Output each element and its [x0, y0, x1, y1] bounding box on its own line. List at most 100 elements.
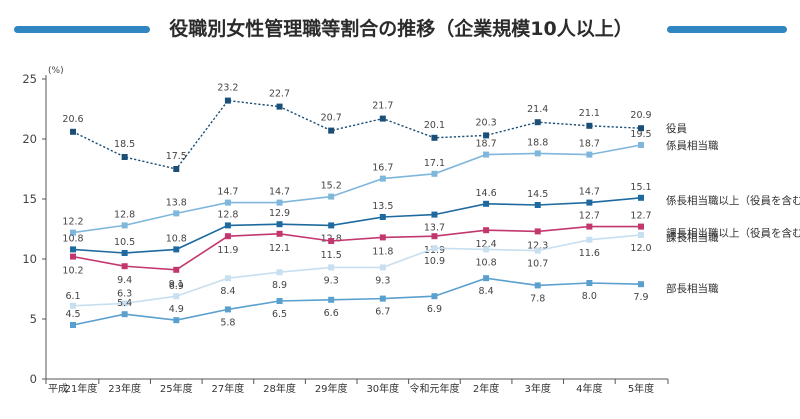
data-label: 13.5 — [372, 201, 393, 212]
data-point — [121, 222, 128, 229]
data-point — [70, 253, 76, 260]
data-label: 8.4 — [479, 286, 494, 297]
title-bar-left — [14, 26, 150, 33]
data-label: 12.7 — [630, 211, 651, 222]
series-name-label: 係長相当職以上（役員を含む） — [666, 194, 800, 207]
data-label: 9.4 — [117, 275, 132, 286]
data-point — [483, 151, 490, 158]
data-point — [483, 275, 490, 282]
data-label: 18.7 — [476, 139, 497, 150]
data-label: 12.7 — [579, 211, 600, 222]
x-tick-label: 25年度 — [160, 382, 193, 395]
data-label: 6.5 — [272, 309, 287, 320]
series-line-3 — [72, 225, 641, 271]
series-layer: 20.6 18.5 17.5 23.2 22.7 20.7 21.7 20.1 20.3 21.4… — [62, 83, 800, 329]
data-point — [483, 132, 490, 139]
data-label: 7.9 — [633, 292, 648, 303]
data-point — [121, 263, 128, 270]
y-axis-unit: (%) — [48, 66, 64, 76]
series-line-2 — [72, 197, 642, 254]
data-label: 18.7 — [579, 139, 600, 150]
data-label: 20.9 — [630, 110, 651, 121]
data-label: 11.9 — [217, 245, 238, 256]
data-label: 9.3 — [375, 275, 390, 286]
data-point — [224, 275, 231, 282]
series-name-label: 部長相当職 — [666, 282, 719, 295]
data-label: 11.5 — [321, 250, 342, 261]
data-point — [483, 200, 490, 207]
series-line-1 — [72, 144, 642, 234]
data-point — [431, 134, 438, 141]
data-label: 14.7 — [217, 187, 238, 198]
data-label: 14.7 — [579, 187, 600, 198]
data-label: 12.2 — [62, 217, 83, 228]
data-point — [431, 245, 438, 252]
data-point — [276, 221, 283, 228]
data-point — [70, 229, 76, 236]
data-point — [586, 280, 593, 286]
data-point — [431, 211, 438, 218]
data-label: 17.1 — [424, 158, 445, 169]
data-point — [224, 233, 231, 240]
data-point — [328, 222, 335, 229]
data-point — [534, 119, 541, 126]
x-tick-label: 21年度 — [65, 382, 98, 395]
data-point — [121, 311, 128, 318]
data-point — [586, 199, 593, 206]
data-label: 12.9 — [269, 208, 290, 219]
data-point — [483, 246, 490, 253]
data-label: 10.7 — [527, 259, 548, 270]
data-label: 14.5 — [527, 189, 548, 200]
series-name-label: 課長相当職 — [666, 231, 719, 244]
y-tick-label: 5 — [30, 312, 37, 326]
data-point — [431, 233, 438, 240]
data-point — [276, 269, 283, 276]
data-point — [586, 236, 593, 243]
data-point — [328, 193, 335, 200]
data-point — [276, 199, 283, 206]
chart-title: 役職別女性管理職等割合の推移（企業規模10人以上） — [169, 17, 632, 40]
y-tick-label: 25 — [22, 72, 37, 86]
data-point — [173, 246, 180, 253]
data-point — [70, 246, 76, 253]
data-label: 5.8 — [220, 317, 235, 328]
x-tick-label: 5年度 — [628, 382, 654, 395]
data-label: 10.5 — [114, 237, 135, 248]
data-point — [173, 266, 180, 273]
data-label: 20.1 — [424, 120, 445, 131]
data-point — [328, 238, 335, 244]
data-point — [379, 295, 386, 302]
data-point — [70, 302, 76, 309]
data-label: 17.5 — [166, 151, 187, 162]
data-label: 10.2 — [62, 266, 83, 277]
data-point — [121, 250, 128, 256]
data-label: 12.8 — [217, 209, 238, 220]
data-label: 18.5 — [114, 139, 135, 150]
data-point — [638, 142, 644, 148]
data-point — [121, 300, 128, 307]
y-tick-label: 10 — [22, 252, 37, 266]
data-point — [638, 223, 644, 230]
data-point — [173, 317, 180, 324]
data-point — [173, 210, 180, 217]
x-tick-label: 29年度 — [315, 382, 348, 395]
data-label: 6.9 — [427, 304, 442, 315]
data-point — [431, 293, 438, 300]
data-label: 12.3 — [527, 240, 548, 251]
data-point — [224, 199, 231, 206]
data-label: 10.8 — [476, 257, 497, 268]
x-tick-label: 令和元年度 — [409, 382, 459, 395]
data-label: 5.4 — [117, 298, 132, 309]
data-label: 23.2 — [217, 83, 238, 94]
data-point — [173, 166, 180, 172]
data-point — [224, 97, 231, 104]
data-label: 11.6 — [579, 248, 600, 259]
data-label: 4.9 — [169, 304, 184, 315]
data-label: 15.1 — [630, 182, 651, 193]
data-point — [638, 194, 644, 201]
data-point — [534, 228, 541, 235]
data-point — [173, 293, 180, 300]
x-tick-label: 28年度 — [263, 382, 296, 395]
data-label: 6.7 — [375, 307, 390, 318]
series-name-label: 係員相当職 — [666, 139, 719, 152]
